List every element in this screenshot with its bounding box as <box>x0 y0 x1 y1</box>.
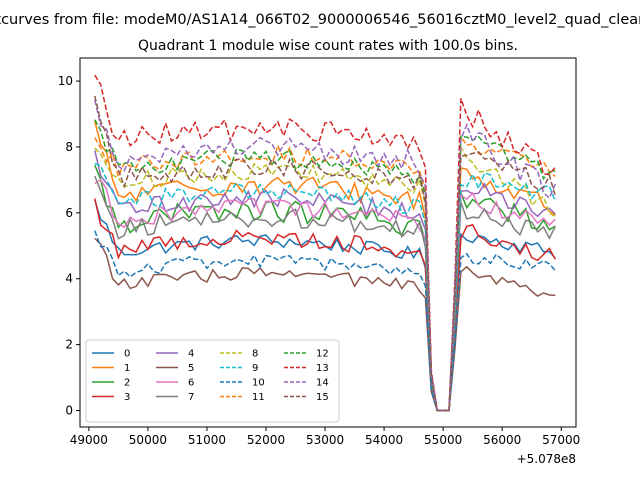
y-axis: 0 2 4 6 8 10 <box>58 74 80 418</box>
y-tick-label: 8 <box>65 140 73 154</box>
legend-label-7: 7 <box>188 392 194 403</box>
y-tick-label: 10 <box>58 74 73 88</box>
legend-label-6: 6 <box>188 378 194 389</box>
x-tick-label: 50000 <box>129 433 167 447</box>
legend-label-9: 9 <box>252 363 258 374</box>
series-line-13 <box>94 74 556 412</box>
x-tick-label: 53000 <box>306 433 344 447</box>
series-line-10 <box>94 230 556 412</box>
series-line-11 <box>94 134 556 412</box>
legend-label-13: 13 <box>316 363 329 374</box>
legend-label-3: 3 <box>124 392 130 403</box>
y-tick-label: 6 <box>65 206 73 220</box>
legend-label-14: 14 <box>316 378 329 389</box>
series-line-15 <box>94 95 557 412</box>
series-line-3 <box>94 198 556 412</box>
legend-label-10: 10 <box>252 378 265 389</box>
series-line-7 <box>94 175 556 412</box>
x-tick-label: 55000 <box>424 433 462 447</box>
x-tick-label: 51000 <box>188 433 226 447</box>
legend-label-5: 5 <box>188 363 194 374</box>
y-tick-label: 4 <box>65 272 73 286</box>
legend-label-12: 12 <box>316 349 329 360</box>
legend-label-15: 15 <box>316 392 329 403</box>
legend-label-0: 0 <box>124 349 130 360</box>
series-layer <box>94 74 557 412</box>
x-tick-label: 49000 <box>70 433 108 447</box>
figure-suptitle: Lightcurves from file: modeM0/AS1A14_066… <box>0 12 640 28</box>
legend-box <box>85 339 340 423</box>
chart-title: Quadrant 1 module wise count rates with … <box>138 38 518 54</box>
series-line-6 <box>94 178 556 412</box>
series-line-14 <box>94 99 556 412</box>
legend-label-8: 8 <box>252 349 258 360</box>
y-tick-label: 2 <box>65 338 73 352</box>
plot-area-frame <box>79 57 577 428</box>
x-axis-offset-label: +5.078e8 <box>517 452 576 466</box>
x-tick-label: 54000 <box>365 433 403 447</box>
legend-label-4: 4 <box>188 349 194 360</box>
legend-label-11: 11 <box>252 392 265 403</box>
x-tick-label: 52000 <box>247 433 285 447</box>
legend-label-1: 1 <box>124 363 130 374</box>
y-tick-label: 0 <box>65 404 73 418</box>
series-line-5 <box>94 237 556 412</box>
x-tick-label: 57000 <box>542 433 580 447</box>
x-axis: 49000 50000 51000 52000 53000 54000 55000 56000… <box>70 427 580 447</box>
x-tick-label: 56000 <box>483 433 521 447</box>
legend-label-2: 2 <box>124 378 130 389</box>
